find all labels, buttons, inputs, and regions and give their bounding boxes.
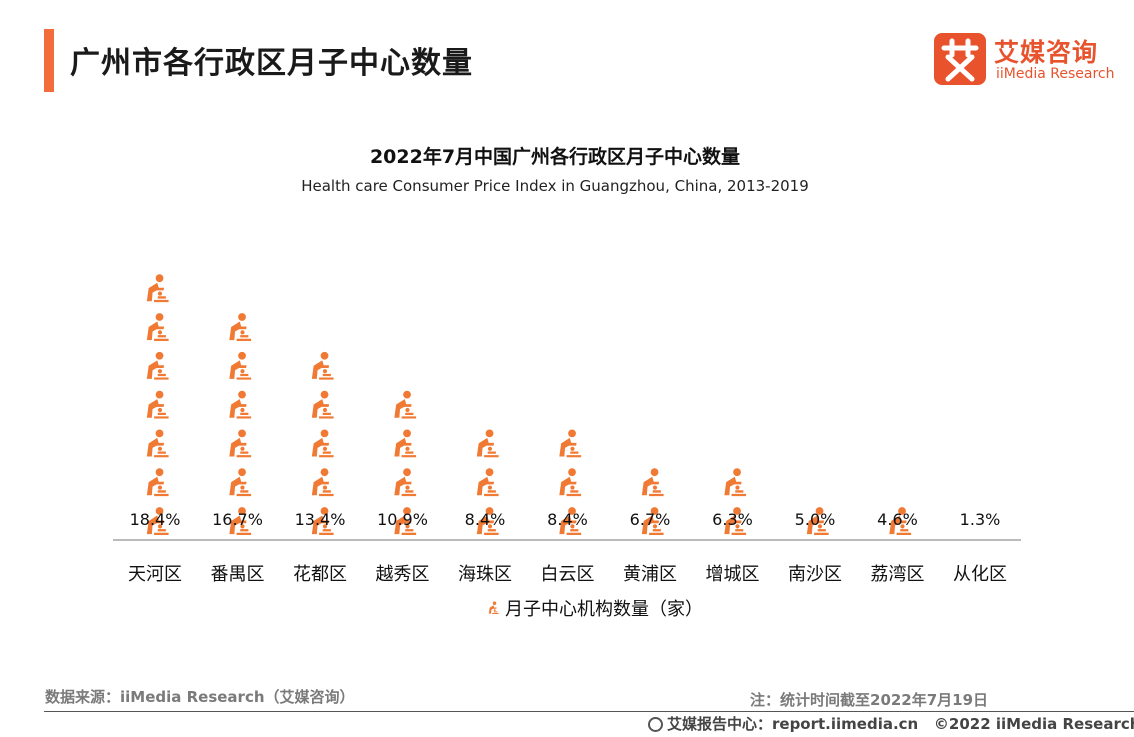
pictograph-chart: 18.4% 天河区 16.7% 番禺区 13.4% 花都区 10.9% 越秀区 8.4% 海珠区 8… [113,261,1021,620]
data-label: 8.4% [547,510,588,529]
category-label: 荔湾区 [871,564,925,585]
caregiver-icon [394,429,417,458]
data-label: 6.3% [712,510,753,529]
caregiver-icon [229,390,252,419]
caregiver-icon [889,473,912,497]
caregiver-icon [229,313,252,341]
data-label: 16.7% [212,510,263,529]
category-label: 南沙区 [788,564,842,585]
data-label: 13.4% [295,510,346,529]
footer-copyright: ©2022 iiMedia Research Inc [933,715,1134,733]
caregiver-icon [476,411,499,419]
bar-2 [229,289,252,535]
caregiver-icon [394,374,417,380]
caregiver-icon [394,468,417,497]
caregiver-icon [146,429,169,458]
caregiver-icon [229,429,252,458]
caregiver-icon [229,289,252,303]
date-note: 注：统计时间截至2022年7月19日 [750,691,989,709]
footer-divider [44,711,1134,712]
bar-1 [146,261,169,535]
page-title: 广州市各行政区月子中心数量 [70,46,473,81]
category-label: 花都区 [293,564,347,585]
caregiver-icon [806,469,829,497]
caregiver-icon [311,429,334,458]
data-source: 数据来源：iiMedia Research（艾媒咨询） [45,688,355,706]
caregiver-icon [229,468,252,497]
title-accent-bar [44,29,54,92]
caregiver-icon [476,429,499,458]
bar-4 [394,374,417,535]
category-label: 天河区 [128,564,182,585]
footer-bar: 艾媒报告中心：report.iimedia.cn ©2022 iiMedia R… [648,713,1134,734]
category-label: 白云区 [541,564,595,585]
caregiver-icon [146,351,169,380]
caregiver-icon [311,351,334,380]
caregiver-icon [724,445,747,458]
caregiver-icon [394,390,417,419]
caregiver-icon [559,429,582,458]
category-label: 越秀区 [376,564,430,585]
bar-3 [311,336,334,535]
data-label: 10.9% [377,510,428,529]
legend-label: 月子中心机构数量（家） [505,599,703,620]
legend-caregiver-icon [488,601,499,614]
data-label: 5.0% [795,510,836,529]
logo-cn-text: 艾媒咨询 [994,38,1099,67]
caregiver-icon [724,468,747,497]
caregiver-icon [559,468,582,497]
caregiver-icon [641,468,664,497]
globe-icon [648,717,663,732]
caregiver-icon [146,313,169,341]
brand-logo: 艾媒咨询 iiMedia Research [934,33,1119,89]
caregiver-icon [311,336,334,341]
category-label: 海珠区 [458,564,512,585]
caregiver-icon [476,468,499,497]
category-label: 从化区 [953,564,1007,585]
caregiver-icon [146,390,169,419]
data-label: 1.3% [960,510,1001,529]
caregiver-icon [641,440,664,458]
category-label: 黄浦区 [623,564,677,585]
data-label: 4.6% [877,510,918,529]
caregiver-icon [311,468,334,497]
logo-en-text: iiMedia Research [996,66,1115,82]
chart-title: 2022年7月中国广州各行政区月子中心数量 [369,146,741,168]
caregiver-icon [146,468,169,497]
data-label: 6.7% [630,510,671,529]
category-label: 增城区 [706,564,760,585]
caregiver-icon [311,390,334,419]
caregiver-icon [229,351,252,380]
category-label: 番禺区 [211,564,265,585]
caregiver-icon [146,274,169,303]
data-label: 8.4% [465,510,506,529]
data-label: 18.4% [130,510,181,529]
caregiver-icon [559,411,582,419]
caregiver-icon [146,261,169,264]
footer-site: 艾媒报告中心：report.iimedia.cn [667,715,919,733]
chart-subtitle: Health care Consumer Price Index in Guan… [301,177,809,195]
legend: 月子中心机构数量（家） [488,599,703,620]
logo-mark-icon [934,33,986,85]
